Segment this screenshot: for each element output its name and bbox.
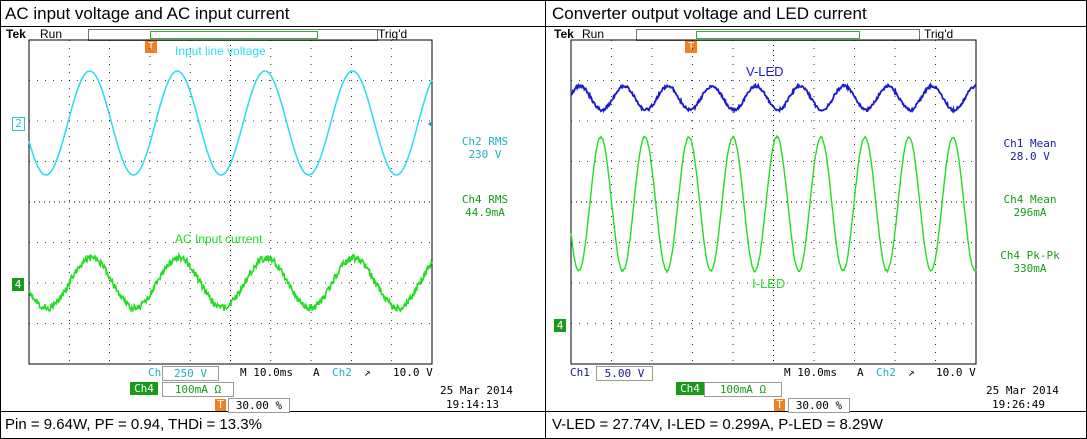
right-trig-position: 30.00 %	[788, 398, 850, 413]
left-date: 25 Mar 2014	[440, 384, 513, 397]
left-trig-slope-icon: ↗	[364, 366, 371, 379]
right-measurement-0: Ch1 Mean 28.0 V	[980, 137, 1080, 163]
left-ch2-ground-marker: 2	[12, 117, 25, 131]
left-tek-logo: Tek	[6, 27, 26, 41]
right-ch4-ground-marker: 4	[554, 319, 566, 332]
divider-vertical	[545, 0, 546, 439]
left-measurement-value: 44.9mA	[465, 206, 505, 219]
right-trigger-position-icon: T	[685, 41, 697, 53]
right-trig-slope-icon: ↗	[908, 366, 915, 379]
right-measurement-value: 296mA	[1013, 206, 1047, 219]
left-timebase: M 10.0ms	[240, 366, 293, 379]
right-time: 19:26:49	[992, 398, 1045, 411]
right-timebase: M 10.0ms	[784, 366, 837, 379]
right-date: 25 Mar 2014	[986, 384, 1059, 397]
left-measurement-name: Ch2 RMS	[461, 135, 509, 148]
left-trace-ac-input-current	[28, 251, 433, 313]
right-measurement-value: 28.0 V	[1010, 150, 1050, 163]
left-trig-position: 30.00 %	[228, 398, 290, 413]
left-measurement-name: Ch4 RMS	[461, 193, 509, 206]
right-ch-a-scale: 5.00 V	[596, 366, 653, 381]
right-measurement-name: Ch1 Mean	[1003, 137, 1057, 150]
left-ch-a-scale: 250 V	[162, 366, 219, 381]
left-trig-channel: Ch2	[332, 366, 352, 379]
left-ch-b-label: Ch4	[130, 382, 158, 395]
right-ch-a-label: Ch1	[570, 366, 590, 379]
right-record-window	[696, 31, 860, 39]
right-trace-i-led	[570, 134, 977, 274]
right-measurement-1: Ch4 Mean 296mA	[980, 193, 1080, 219]
divider-caption	[0, 411, 1087, 412]
right-trig-level: 10.0 V	[936, 366, 976, 379]
right-trig-channel: Ch2	[876, 366, 896, 379]
left-run-status: Run	[40, 27, 63, 41]
right-trace-v-led	[570, 81, 977, 114]
right-tek-logo: Tek	[554, 27, 574, 41]
right-ch-b-scale: 100mA Ω	[704, 382, 782, 397]
left-record-window	[150, 31, 318, 39]
right-measurement-name: Ch4 Pk-Pk	[1000, 249, 1060, 262]
right-run-status: Run	[582, 27, 605, 41]
left-panel-title: AC input voltage and AC input current	[5, 4, 290, 23]
left-ch4-ground-marker: 4	[12, 278, 24, 291]
right-caption: V-LED = 27.74V, I-LED = 0.299A, P-LED = …	[552, 416, 883, 433]
left-trace-input-line-voltage	[28, 70, 433, 176]
left-trig-level: 10.0 V	[393, 366, 433, 379]
left-trigger-level-marker	[428, 121, 432, 127]
left-graticule	[28, 39, 433, 365]
right-trig-pos-icon: T	[774, 399, 785, 411]
left-label-input-line-voltage: Input line voltage	[175, 44, 266, 58]
left-measurement-1: Ch4 RMS 44.9mA	[440, 193, 530, 219]
right-scope-panel: Tek Run Trig'd T 4 V-LED I-LED Ch1 Mean 2…	[546, 27, 1087, 413]
right-measurement-2: Ch4 Pk-Pk 330mA	[980, 249, 1080, 275]
left-ch-b-scale: 100mA Ω	[162, 382, 234, 397]
divider-title	[0, 26, 1087, 27]
right-ch-b-label: Ch4	[676, 382, 704, 395]
left-measurement-0: Ch2 RMS 230 V	[440, 135, 530, 161]
left-trig-pos-icon: T	[215, 399, 226, 411]
left-trig-status: Trig'd	[378, 27, 408, 41]
left-measurement-value: 230 V	[468, 148, 502, 161]
left-trigger-position-icon: T	[145, 41, 157, 53]
left-time: 19:14:13	[446, 398, 499, 411]
right-measurement-value: 330mA	[1013, 262, 1047, 275]
right-label-v-led: V-LED	[746, 64, 784, 79]
left-caption: Pin = 9.64W, PF = 0.94, THDi = 13.3%	[5, 416, 262, 433]
right-label-i-led: I-LED	[752, 276, 786, 291]
right-graticule	[570, 39, 977, 365]
left-label-ac-input-current: AC Input current	[175, 232, 263, 246]
left-trig-mode: A	[313, 366, 320, 379]
right-trig-status: Trig'd	[924, 27, 954, 41]
right-trig-mode: A	[857, 366, 864, 379]
right-measurement-name: Ch4 Mean	[1003, 193, 1057, 206]
right-panel-title: Converter output voltage and LED current	[552, 4, 867, 23]
left-scope-panel: Tek Run Trig'd T 2 4 Input line voltage …	[0, 27, 545, 413]
